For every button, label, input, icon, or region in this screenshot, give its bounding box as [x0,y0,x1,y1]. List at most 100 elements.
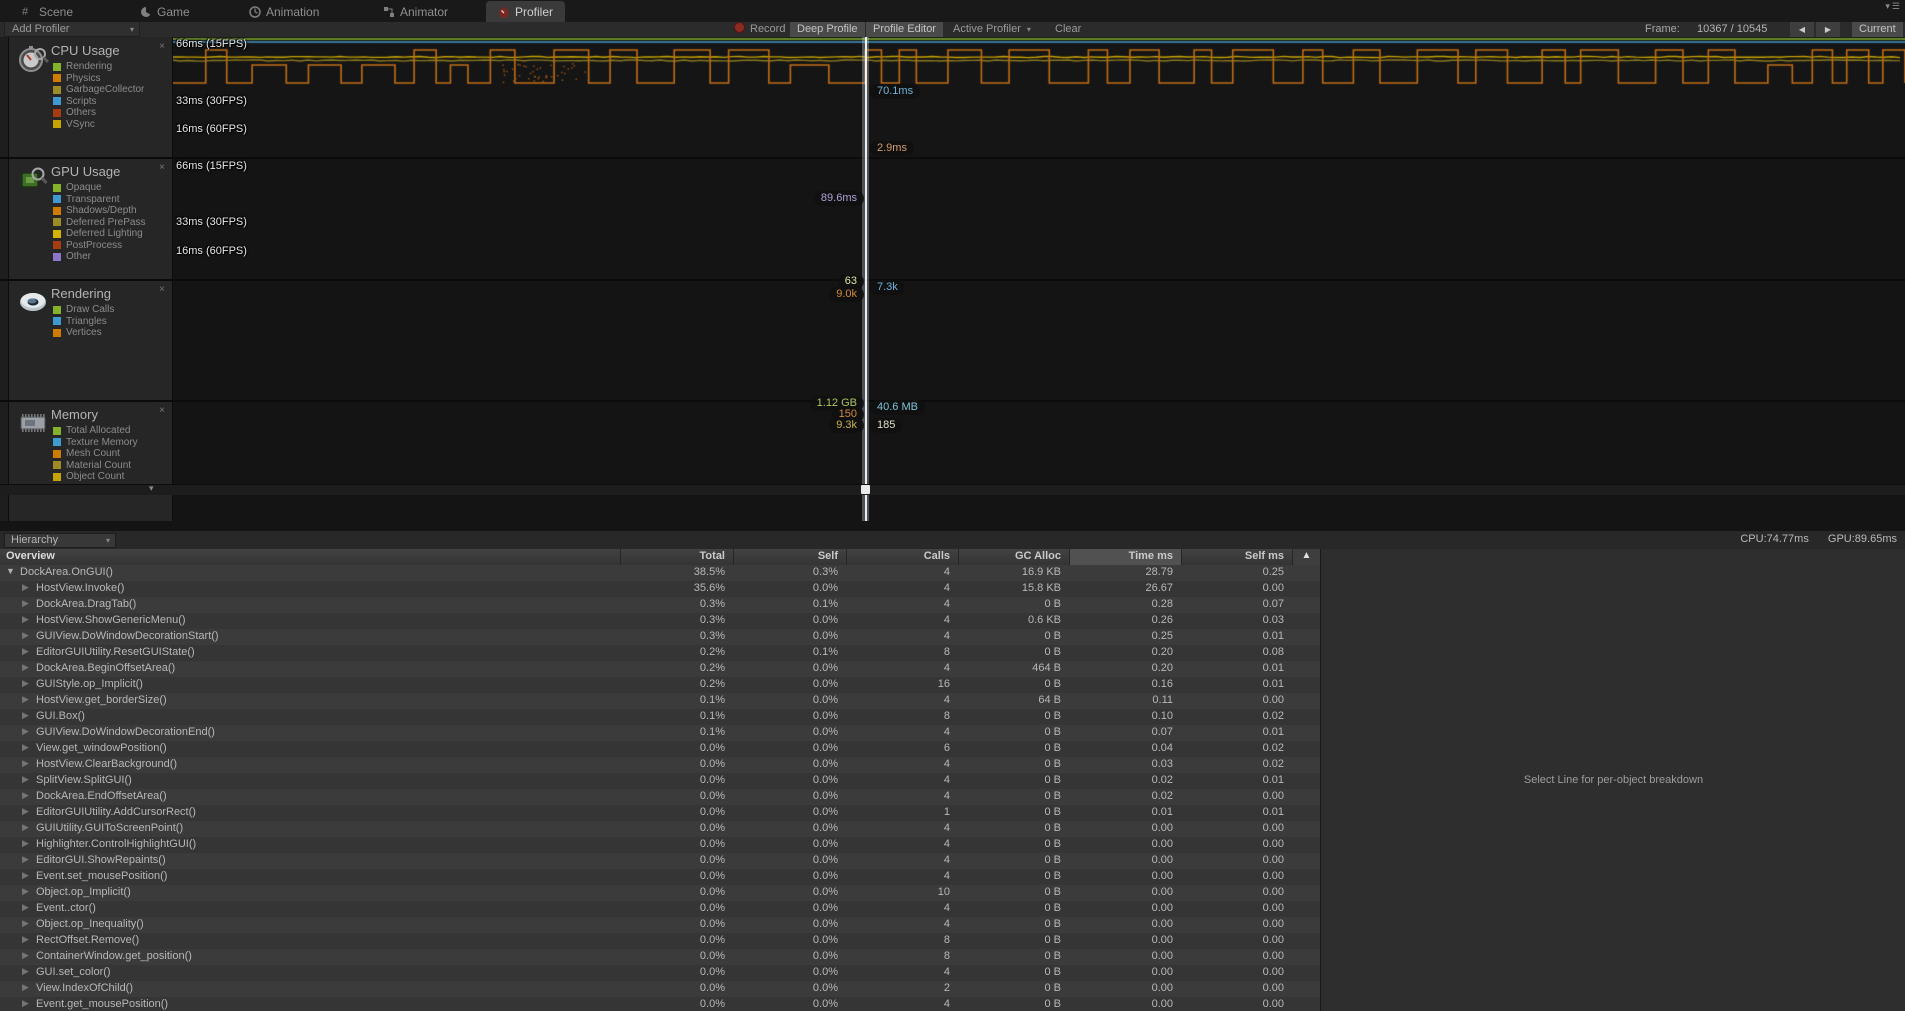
playhead-handle[interactable] [861,485,870,494]
expand-icon[interactable]: ▶ [22,758,29,768]
legend-item-postprocess[interactable]: PostProcess [53,240,145,252]
legend-item-physics[interactable]: Physics [53,73,144,85]
expand-icon[interactable]: ▶ [22,918,29,928]
legend-item-transparent[interactable]: Transparent [53,194,145,206]
table-row[interactable]: ▶ DockArea.BeginOffsetArea() 0.2% 0.0% 4 464 … [0,661,1320,677]
legend-item-triangles[interactable]: Triangles [53,316,114,328]
expand-icon[interactable]: ▶ [22,646,29,656]
close-icon[interactable]: × [159,405,165,416]
table-row[interactable]: ▶ GUIView.DoWindowDecorationStart() 0.3% 0.… [0,629,1320,645]
active-profiler-dropdown[interactable]: Active Profiler ▾ [953,23,1031,35]
table-row[interactable]: ▶ HostView.ShowGenericMenu() 0.3% 0.0% 4 0.6 … [0,613,1320,629]
close-icon[interactable]: × [159,284,165,295]
close-icon[interactable]: × [159,41,165,52]
legend-item-garbagecollector[interactable]: GarbageCollector [53,84,144,96]
legend-item-object-count[interactable]: Object Count [53,471,138,483]
legend-item-deferred-prepass[interactable]: Deferred PrePass [53,217,145,229]
expand-icon[interactable]: ▶ [22,678,29,688]
table-row[interactable]: ▶ GUIStyle.op_Implicit() 0.2% 0.0% 16 0 B 0.16… [0,677,1320,693]
table-row[interactable]: ▶ DockArea.DragTab() 0.3% 0.1% 4 0 B 0.28 0.07 [0,597,1320,613]
expand-icon[interactable]: ▶ [22,870,29,880]
table-row[interactable]: ▶ HostView.ClearBackground() 0.0% 0.0% 4 0 B 0… [0,757,1320,773]
profile-editor-toggle[interactable]: Profile Editor [866,22,943,37]
legend-item-vertices[interactable]: Vertices [53,327,114,339]
table-row[interactable]: ▶ EditorGUIUtility.AddCursorRect() 0.0% 0.0… [0,805,1320,821]
overview-column-header[interactable]: Overview [6,550,55,562]
legend-item-rendering[interactable]: Rendering [53,61,144,73]
sort-order-icon[interactable]: ▲ [1292,549,1320,565]
expand-icon[interactable]: ▶ [22,982,29,992]
previous-frame-button[interactable]: ◀ [1790,22,1814,37]
expand-icon[interactable]: ▶ [22,854,29,864]
table-row[interactable]: ▶ View.IndexOfChild() 0.0% 0.0% 2 0 B 0.00 0.00 [0,981,1320,997]
expand-icon[interactable]: ▶ [22,742,29,752]
table-row[interactable]: ▶ EditorGUI.ShowRepaints() 0.0% 0.0% 4 0 B 0.0… [0,853,1320,869]
legend-item-total-allocated[interactable]: Total Allocated [53,425,138,437]
column-header-time-ms[interactable]: Time ms [1069,549,1181,565]
table-row[interactable]: ▶ RectOffset.Remove() 0.0% 0.0% 8 0 B 0.00 0.00 [0,933,1320,949]
current-frame-button[interactable]: Current [1852,22,1903,37]
expand-icon[interactable]: ▶ [22,806,29,816]
table-row[interactable]: ▶ Event.get_mousePosition() 0.0% 0.0% 4 0 B 0.… [0,997,1320,1011]
table-row[interactable]: ▶ HostView.get_borderSize() 0.1% 0.0% 4 64 B 0… [0,693,1320,709]
scroll-down-icon[interactable]: ▾ [149,483,154,493]
table-row[interactable]: ▶ HostView.Invoke() 35.6% 0.0% 4 15.8 KB 26.67… [0,581,1320,597]
legend-item-mesh-count[interactable]: Mesh Count [53,448,138,460]
window-menu-icons[interactable]: ▾☰ [1885,1,1902,11]
table-row[interactable]: ▼ DockArea.OnGUI() 38.5% 0.3% 4 16.9 KB 28.79 0… [0,565,1320,581]
legend-item-deferred-lighting[interactable]: Deferred Lighting [53,228,145,240]
legend-item-other[interactable]: Other [53,251,145,263]
table-row[interactable]: ▶ GUIView.DoWindowDecorationEnd() 0.1% 0.0%… [0,725,1320,741]
expand-icon[interactable]: ▶ [22,710,29,720]
expand-icon[interactable]: ▶ [22,886,29,896]
expand-icon[interactable]: ▶ [22,790,29,800]
close-icon[interactable]: × [159,162,165,173]
legend-item-texture-memory[interactable]: Texture Memory [53,437,138,449]
tab-game[interactable]: Game [128,1,202,22]
table-row[interactable]: ▶ GUIUtility.GUIToScreenPoint() 0.0% 0.0% 4 0… [0,821,1320,837]
table-row[interactable]: ▶ GUI.set_color() 0.0% 0.0% 4 0 B 0.00 0.00 [0,965,1320,981]
table-row[interactable]: ▶ EditorGUIUtility.ResetGUIState() 0.2% 0.1… [0,645,1320,661]
expand-icon[interactable]: ▶ [22,934,29,944]
legend-item-vsync[interactable]: VSync [53,119,144,131]
expand-icon[interactable]: ▶ [22,726,29,736]
table-row[interactable]: ▶ DockArea.EndOffsetArea() 0.0% 0.0% 4 0 B 0.0… [0,789,1320,805]
table-row[interactable]: ▶ GUI.Box() 0.1% 0.0% 8 0 B 0.10 0.02 [0,709,1320,725]
tab-scene[interactable]: # Scene [10,1,85,22]
legend-item-material-count[interactable]: Material Count [53,460,138,472]
table-row[interactable]: ▶ ContainerWindow.get_position() 0.0% 0.0% 8… [0,949,1320,965]
expand-icon[interactable]: ▶ [22,902,29,912]
legend-item-draw-calls[interactable]: Draw Calls [53,304,114,316]
playhead-line[interactable] [865,37,867,521]
table-row[interactable]: ▶ View.get_windowPosition() 0.0% 0.0% 6 0 B 0.… [0,741,1320,757]
column-header-self[interactable]: Self [733,549,846,565]
memory-chart[interactable] [172,37,1905,157]
tab-profiler[interactable]: Profiler [486,1,566,22]
table-row[interactable]: ▶ Object.op_Inequality() 0.0% 0.0% 4 0 B 0.00 0… [0,917,1320,933]
expand-icon[interactable]: ▶ [22,582,29,592]
expand-icon[interactable]: ▶ [22,774,29,784]
expand-icon[interactable]: ▶ [22,950,29,960]
table-row[interactable]: ▶ Event.set_mousePosition() 0.0% 0.0% 4 0 B 0.… [0,869,1320,885]
legend-item-opaque[interactable]: Opaque [53,182,145,194]
add-profiler-dropdown[interactable]: Add Profiler ▾ [4,22,140,37]
legend-item-others[interactable]: Others [53,107,144,119]
expand-icon[interactable]: ▶ [22,966,29,976]
deep-profile-toggle[interactable]: Deep Profile [790,22,865,37]
expand-icon[interactable]: ▶ [22,662,29,672]
expand-icon[interactable]: ▶ [22,630,29,640]
record-button[interactable]: Record [727,22,792,37]
table-row[interactable]: ▶ Object.op_Implicit() 0.0% 0.0% 10 0 B 0.00 0.… [0,885,1320,901]
column-header-total[interactable]: Total [620,549,733,565]
clear-button[interactable]: Clear [1055,23,1082,35]
tab-animator[interactable]: Animator [371,1,460,22]
expand-icon[interactable]: ▶ [22,614,29,624]
legend-item-scripts[interactable]: Scripts [53,96,144,108]
table-row[interactable]: ▶ SplitView.SplitGUI() 0.0% 0.0% 4 0 B 0.02 0.0… [0,773,1320,789]
next-frame-button[interactable]: ▶ [1816,22,1840,37]
collapse-icon[interactable]: ▼ [6,566,15,576]
legend-item-shadows-depth[interactable]: Shadows/Depth [53,205,145,217]
expand-icon[interactable]: ▶ [22,838,29,848]
table-row[interactable]: ▶ Highlighter.ControlHighlightGUI() 0.0% 0.… [0,837,1320,853]
tab-animation[interactable]: Animation [237,1,331,22]
